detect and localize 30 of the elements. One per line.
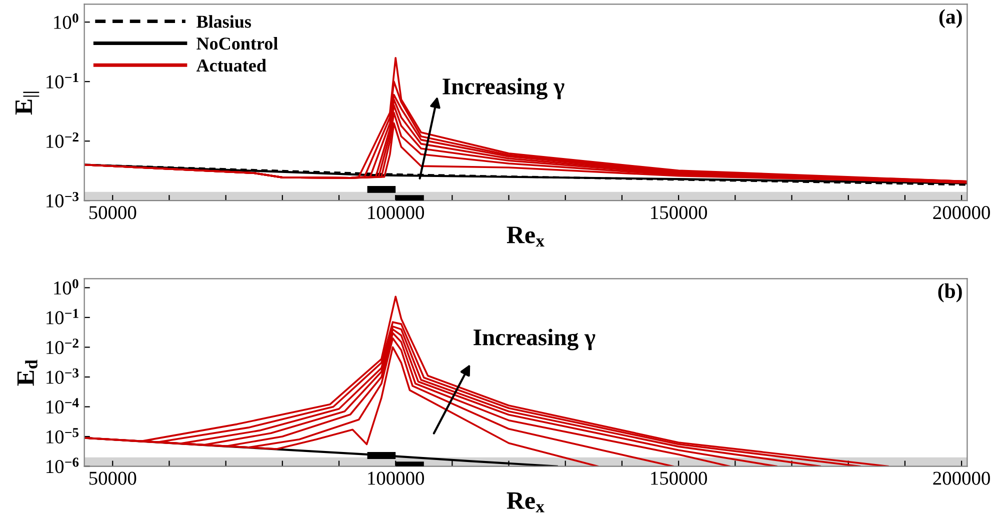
x-tick-label: 200000: [933, 472, 990, 485]
chart-title: (b): [938, 283, 962, 302]
legend-label: Blasius: [196, 15, 252, 28]
annotation: Increasing γ: [442, 78, 564, 100]
y-tick-label: 10$^{−1}$: [46, 308, 78, 324]
y-tick-label: 10$^{−2}$: [46, 132, 78, 148]
y-tick-label: 10$^{−2}$: [46, 338, 78, 354]
annotation: Increasing γ: [474, 328, 596, 350]
x-tick-label: 50000: [89, 206, 136, 220]
y-tick-label: 10$^{−6}$: [46, 458, 79, 474]
chart-title: (a): [939, 9, 962, 28]
x-tick-label: 150000: [651, 472, 707, 485]
y-tick-label: 10$^{0}$: [54, 13, 78, 29]
y-tick-label: 10$^{−3}$: [46, 192, 79, 208]
y-tick-label: 10$^{−3}$: [46, 368, 79, 384]
y-axis-title: E$_{d}$: [17, 360, 38, 386]
y-tick-label: 10$^{−5}$: [46, 428, 79, 444]
x-tick-label: 50000: [89, 472, 136, 485]
x-axis-title: Re$_{x}$: [506, 492, 544, 512]
y-tick-label: 10$^{−1}$: [46, 72, 78, 88]
x-tick-label: 100000: [368, 206, 424, 220]
y-tick-label: 10$^{−4}$: [46, 398, 79, 414]
x-axis-title: Re$_{x}$: [506, 226, 544, 247]
y-tick-label: 10$^{0}$: [54, 279, 78, 295]
y-axis-title: E$_{||}$: [16, 92, 40, 115]
x-tick-label: 200000: [933, 206, 990, 220]
legend-label: Actuated: [196, 58, 266, 72]
x-tick-label: 150000: [651, 206, 707, 220]
legend-label: NoControl: [196, 37, 278, 50]
x-tick-label: 100000: [368, 472, 424, 485]
